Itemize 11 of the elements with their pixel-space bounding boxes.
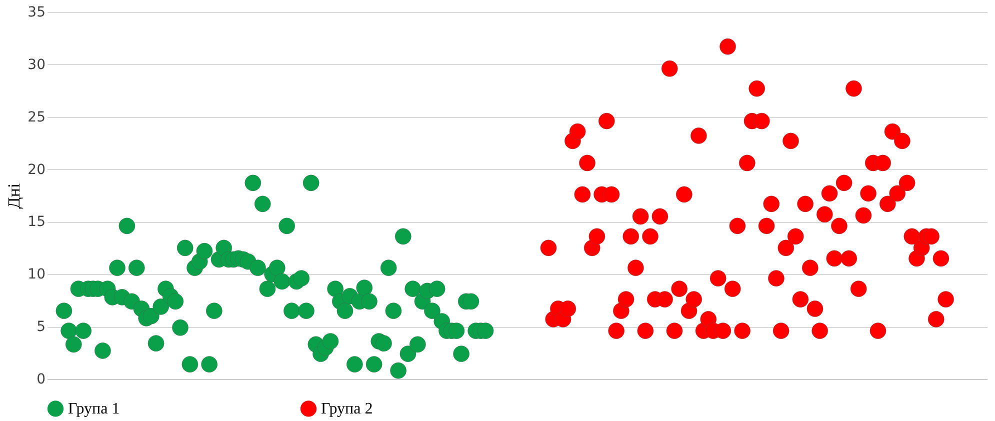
y-tick-label: 15 bbox=[28, 214, 46, 230]
y-tick-label: 10 bbox=[28, 266, 46, 283]
y-tick-label: 25 bbox=[28, 109, 46, 126]
y-tick-label: 0 bbox=[36, 372, 46, 388]
y-tick-label: 30 bbox=[28, 56, 46, 73]
y-tick-label: 20 bbox=[28, 162, 46, 178]
y-tick-label: 35 bbox=[28, 4, 46, 20]
legend-label: Група 2 bbox=[321, 400, 373, 418]
y-tick-label: 5 bbox=[36, 319, 46, 336]
legend-label: Група 1 bbox=[68, 400, 120, 418]
y-axis-title: Дні bbox=[4, 183, 24, 209]
